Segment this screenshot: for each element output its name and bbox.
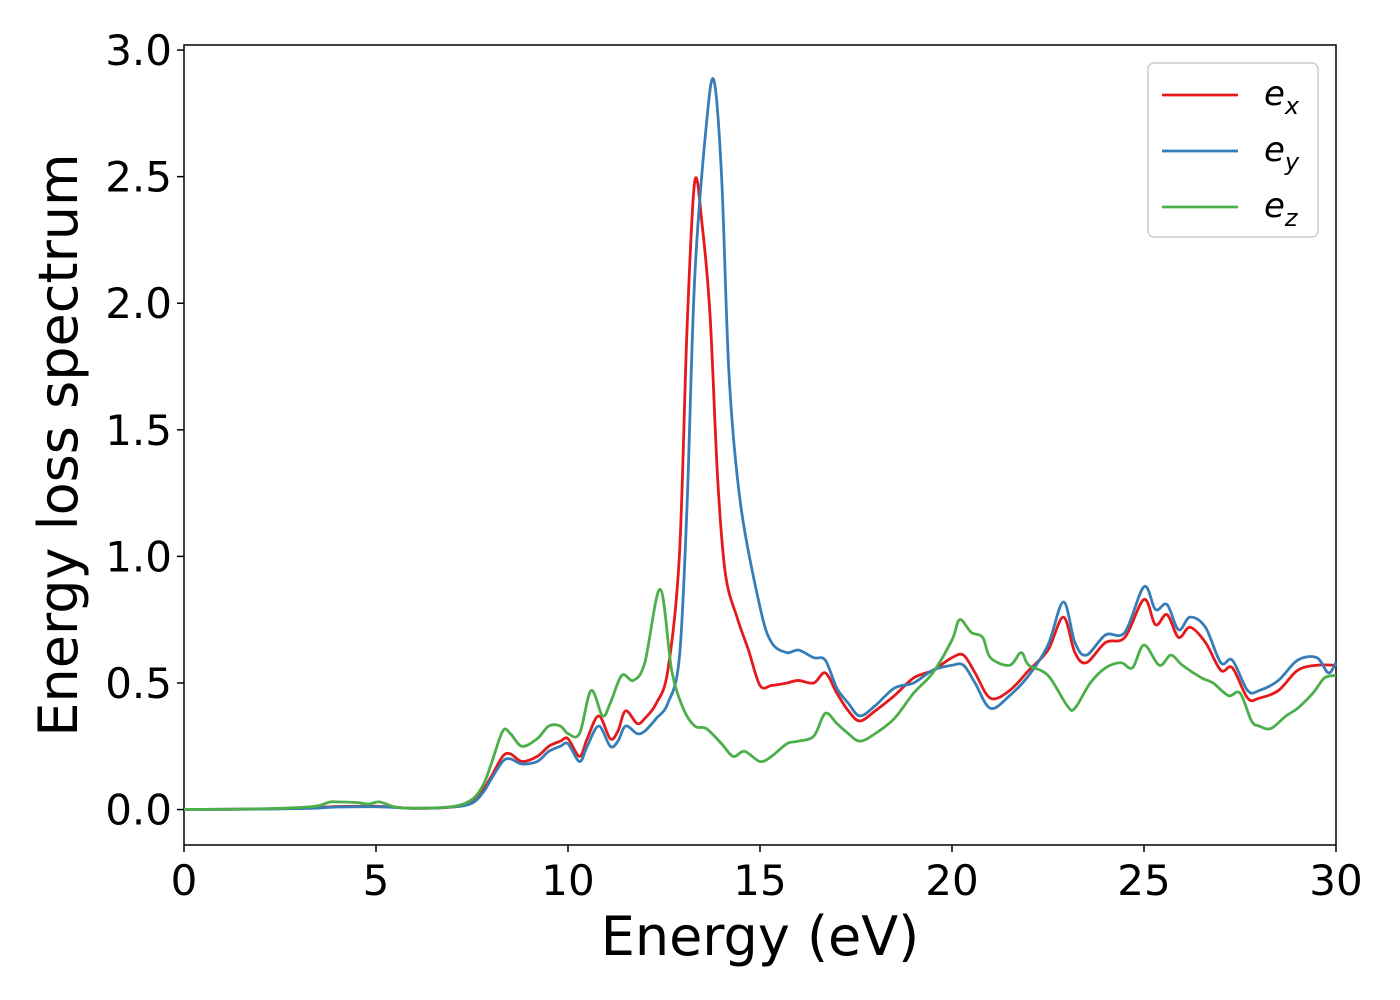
y-axis: 0.0 0.5 1.0 1.5 2.0 2.5 3.0 bbox=[105, 26, 184, 835]
y-tick-label: 1.0 bbox=[105, 532, 172, 581]
y-tick-label: 0.5 bbox=[105, 659, 172, 708]
y-tick-label: 3.0 bbox=[105, 26, 172, 75]
x-tick-label: 20 bbox=[925, 856, 978, 905]
x-tick-label: 10 bbox=[541, 856, 594, 905]
x-tick-label: 5 bbox=[363, 856, 390, 905]
x-tick-label: 25 bbox=[1117, 856, 1170, 905]
legend-label-e-z: ez bbox=[1264, 186, 1299, 232]
series-layer bbox=[183, 77, 1338, 811]
y-axis-title: Energy loss spectrum bbox=[27, 153, 90, 736]
x-tick-label: 0 bbox=[171, 856, 198, 905]
y-tick-label: 2.5 bbox=[105, 153, 172, 202]
y-tick-label: 0.0 bbox=[105, 786, 172, 835]
y-tick-label: 2.0 bbox=[105, 279, 172, 328]
y-tick-label: 1.5 bbox=[105, 406, 172, 455]
series-line-e-y bbox=[183, 77, 1338, 811]
x-axis-title: Energy (eV) bbox=[601, 905, 920, 968]
x-tick-label: 30 bbox=[1309, 856, 1362, 905]
x-tick-label: 15 bbox=[733, 856, 786, 905]
series-line-e-x bbox=[183, 176, 1337, 811]
x-axis: 0 5 10 15 20 25 30 bbox=[171, 845, 1363, 905]
series-line-e-z bbox=[183, 587, 1337, 811]
